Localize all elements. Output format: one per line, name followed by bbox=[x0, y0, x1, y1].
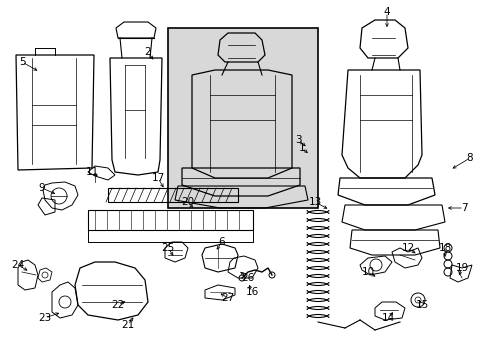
Text: 18: 18 bbox=[437, 243, 451, 253]
Text: 13: 13 bbox=[308, 197, 321, 207]
Text: 22: 22 bbox=[111, 300, 124, 310]
Text: 12: 12 bbox=[401, 243, 414, 253]
Text: 17: 17 bbox=[151, 173, 164, 183]
Text: 27: 27 bbox=[221, 293, 234, 303]
Text: 10: 10 bbox=[361, 267, 374, 277]
Text: 3: 3 bbox=[294, 135, 301, 145]
Text: 7: 7 bbox=[460, 203, 467, 213]
Text: 24: 24 bbox=[11, 260, 24, 270]
Text: 20: 20 bbox=[181, 197, 194, 207]
Bar bbox=[88, 230, 252, 242]
Text: 25: 25 bbox=[161, 243, 174, 253]
Text: 11: 11 bbox=[85, 167, 99, 177]
Text: 5: 5 bbox=[19, 57, 25, 67]
Text: 1: 1 bbox=[298, 143, 305, 153]
Text: 26: 26 bbox=[241, 273, 254, 283]
Bar bbox=[108, 188, 238, 202]
Text: 14: 14 bbox=[381, 313, 394, 323]
Bar bbox=[88, 210, 252, 230]
Text: 21: 21 bbox=[121, 320, 134, 330]
Text: 9: 9 bbox=[39, 183, 45, 193]
Text: 23: 23 bbox=[38, 313, 52, 323]
Text: 8: 8 bbox=[466, 153, 472, 163]
Text: 6: 6 bbox=[218, 237, 225, 247]
Text: 16: 16 bbox=[245, 287, 258, 297]
Text: 4: 4 bbox=[383, 7, 389, 17]
Text: 2: 2 bbox=[144, 47, 151, 57]
Text: 15: 15 bbox=[414, 300, 428, 310]
Text: 19: 19 bbox=[454, 263, 468, 273]
Bar bbox=[168, 28, 317, 208]
